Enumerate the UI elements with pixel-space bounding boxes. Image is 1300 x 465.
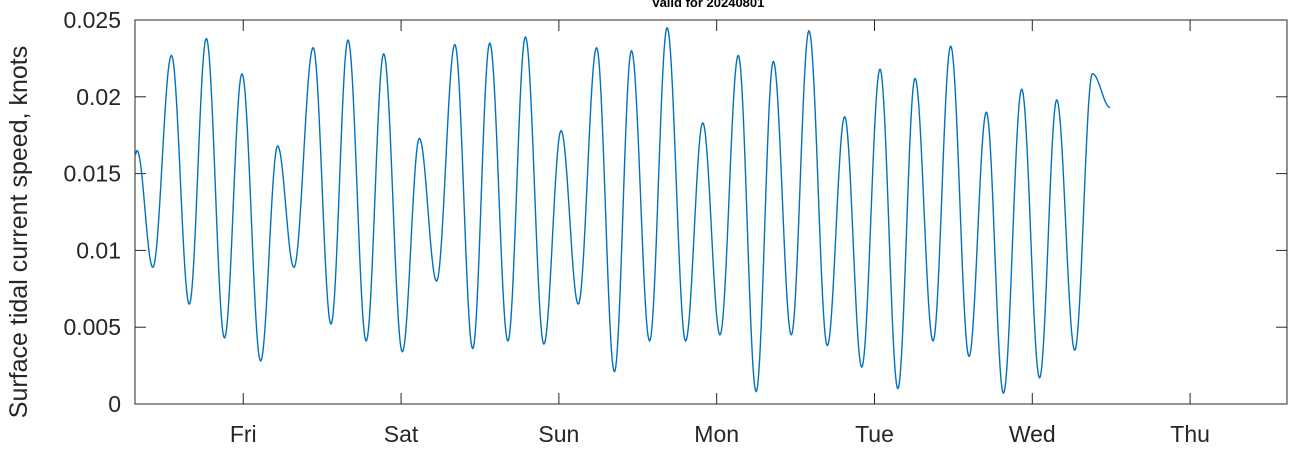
x-tick-label: Mon <box>694 421 739 447</box>
x-tick-label: Sun <box>538 421 579 447</box>
plot-area: 0 0.005 0.01 0.015 0.02 0.025 Fri Sat Sun Mon Tue W… <box>63 7 1288 447</box>
y-tick-label: 0.01 <box>76 237 121 263</box>
y-tick-label: 0 <box>108 391 121 417</box>
x-tick-label: Thu <box>1170 421 1210 447</box>
y-axis-label: Surface tidal current speed, knots <box>5 46 33 418</box>
y-tick-label: 0.025 <box>63 7 121 33</box>
x-tick-label: Sat <box>384 421 419 447</box>
y-tick-label: 0.02 <box>76 84 121 110</box>
y-tick-label: 0.015 <box>63 161 121 187</box>
chart-title: Valid for 20240801 <box>652 0 765 10</box>
x-tick-label: Wed <box>1009 421 1056 447</box>
axes-box <box>134 19 1288 405</box>
x-tick-label: Fri <box>230 421 257 447</box>
y-tick-label: 0.005 <box>63 314 121 340</box>
series-line <box>134 26 1111 394</box>
x-tick-label: Tue <box>855 421 894 447</box>
